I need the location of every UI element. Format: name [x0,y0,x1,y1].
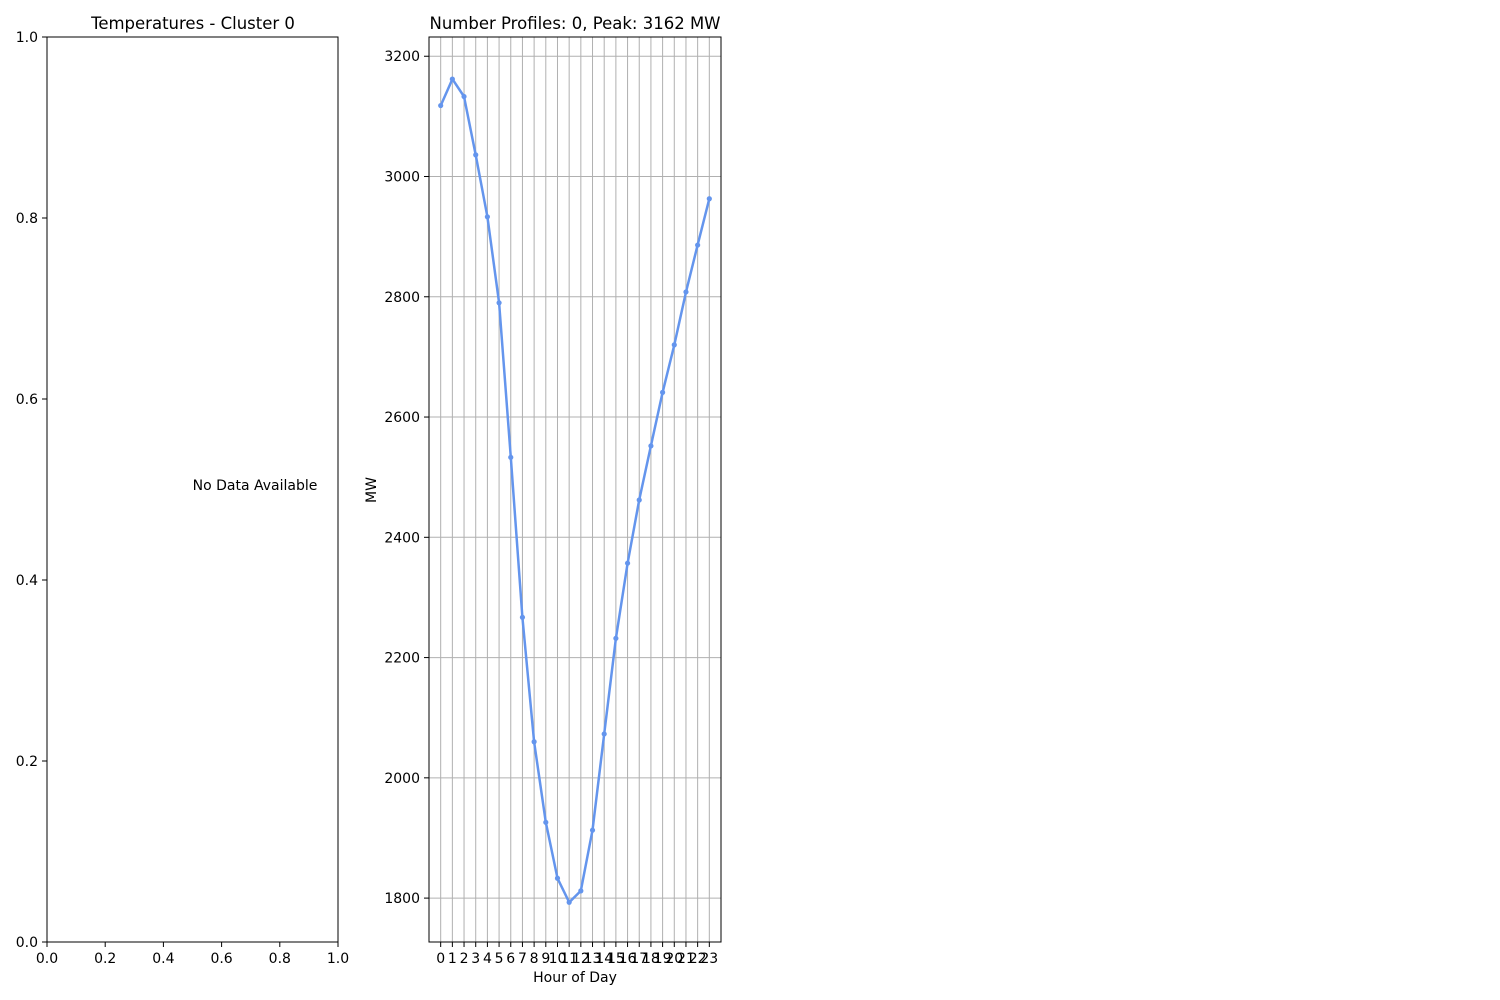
load-profile-x-tick-label: 16 [619,951,637,967]
temperatures-x-tick-label: 0.8 [269,951,291,967]
load-profile-point [671,342,677,348]
load-profile-y-tick-label: 3200 [384,49,420,65]
temperatures-chart-title: Temperatures - Cluster 0 [90,14,295,33]
temperatures-y-tick-label: 0.4 [16,573,38,589]
load-profile-point [449,76,455,82]
load-profile-point [484,214,490,220]
load-profile-point [508,454,514,460]
load-profile-point [695,242,701,248]
temperatures-y-tick-label: 0.8 [16,211,38,227]
load-profile-x-tick-label: 9 [541,951,550,967]
temperatures-plot-area [46,36,339,943]
load-profile-point [613,635,619,641]
load-profile-x-tick-label: 13 [584,951,602,967]
load-profile-point [636,497,642,503]
load-profile-y-tick-label: 1800 [384,891,420,907]
load-profile-x-tick-label: 21 [677,951,695,967]
temperatures-x-ticks: 0.0 0.2 0.4 0.6 0.8 1.0 [36,942,349,967]
load-profile-y-tick-label: 2400 [384,530,420,546]
load-profile-x-tick-label: 10 [549,951,567,967]
load-profile-x-tick-label: 11 [560,951,578,967]
load-profile-point [496,300,502,306]
load-profile-point [461,93,467,100]
temperatures-y-tick-label: 0.6 [16,392,38,408]
load-profile-x-tick-label: 3 [471,951,480,967]
load-profile-y-tick-label: 2200 [384,651,420,667]
temperatures-y-tick-label: 0.2 [16,754,38,770]
temperatures-y-tick-label: 1.0 [16,30,38,46]
load-profile-x-tick-label: 6 [506,951,515,967]
load-profile-point [706,196,712,202]
load-profile-x-tick-label: 20 [665,951,683,967]
temperatures-y-ticks: 0.0 0.2 0.4 0.6 0.8 1.0 [16,30,47,951]
load-profile-chart-title: Number Profiles: 0, Peak: 3162 MW [430,14,721,33]
temperatures-x-tick-label: 0.0 [36,951,58,967]
load-profile-point [543,819,549,825]
load-profile-y-tick-label: 2000 [384,771,420,787]
load-profile-point [578,888,584,894]
load-profile-x-tick-label: 18 [642,951,660,967]
load-profile-point [519,614,526,620]
load-profile-x-axis-label: Hour of Day [533,970,617,986]
load-profile-point [683,289,689,295]
load-profile-series [438,76,712,905]
load-profile-point [660,389,666,395]
load-profile-point [648,443,654,449]
temperatures-x-tick-label: 0.6 [210,951,232,967]
load-profile-x-tick-label: 22 [689,951,707,967]
temperatures-x-tick-label: 1.0 [327,951,349,967]
load-profile-x-tick-label: 8 [530,951,539,967]
load-profile-point [438,102,444,109]
load-profile-x-tick-label: 19 [654,951,672,967]
load-profile-y-tick-label: 2600 [384,410,420,426]
load-profile-x-tick-label: 1 [448,951,457,967]
load-profile-x-tick-label: 2 [460,951,469,967]
load-profile-point [554,875,561,881]
load-profile-point [601,731,607,737]
load-profile-y-tick-label: 2800 [384,290,420,306]
load-profile-y-ticks: 1800 2000 2200 2400 2600 2800 3000 3200 [384,49,429,907]
load-profile-grid [429,37,721,942]
load-profile-x-tick-label: 23 [700,951,718,967]
load-profile-x-tick-label: 0 [436,951,445,967]
temperatures-y-tick-label: 0.0 [16,935,38,951]
load-profile-point [589,827,596,833]
load-profile-x-tick-label: 15 [607,951,625,967]
load-profile-line [439,77,711,904]
load-profile-x-tick-label: 4 [483,951,492,967]
temperatures-x-tick-label: 0.2 [94,951,116,967]
load-profile-x-tick-label: 17 [630,951,648,967]
load-profile-point [531,739,537,745]
load-profile-x-tick-label: 14 [595,951,613,967]
temperatures-x-tick-label: 0.4 [152,951,174,967]
no-data-annotation: No Data Available [193,478,318,494]
load-profile-x-tick-label: 5 [495,951,504,967]
load-profile-y-axis-label: MW [364,477,380,503]
load-profile-point [566,899,572,905]
load-profile-point [624,560,631,566]
load-profile-x-tick-label: 12 [572,951,590,967]
load-profile-x-tick-label: 7 [518,951,527,967]
temperatures-chart: Temperatures - Cluster 0 0.0 0.2 0.4 0.6 0.8… [16,14,349,967]
load-profile-plot-area [428,36,722,943]
load-profile-y-tick-label: 3000 [384,170,420,186]
load-profile-point [473,152,479,158]
